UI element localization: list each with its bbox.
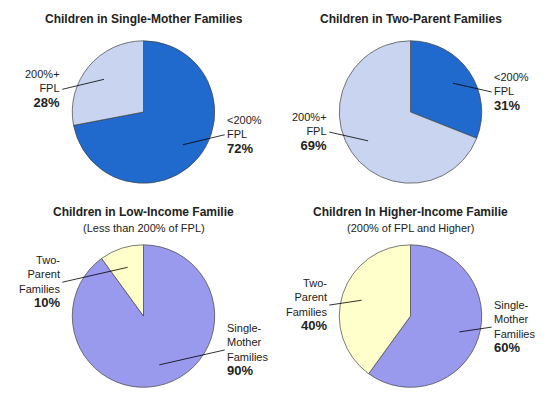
svg-text:Single-MotherFamilies60%: Single-MotherFamilies60% bbox=[494, 299, 535, 355]
svg-text:200%+FPL28%: 200%+FPL28% bbox=[25, 68, 60, 110]
svg-text:Two-ParentFamilies10%: Two-ParentFamilies10% bbox=[19, 254, 60, 310]
svg-text:(Less than 200% of FPL): (Less than 200% of FPL) bbox=[83, 222, 205, 234]
svg-text:<200%FPL72%: <200%FPL72% bbox=[227, 114, 262, 156]
svg-text:Children in Low-Income Familie: Children in Low-Income Familie bbox=[53, 205, 234, 219]
svg-text:Children in Two-Parent Familie: Children in Two-Parent Families bbox=[320, 12, 502, 26]
svg-text:(200% of FPL and Higher): (200% of FPL and Higher) bbox=[347, 222, 474, 234]
svg-text:Single-MotherFamilies90%: Single-MotherFamilies90% bbox=[227, 322, 268, 378]
svg-text:Two-ParentFamilies40%: Two-ParentFamilies40% bbox=[286, 277, 327, 333]
svg-text:<200%FPL31%: <200%FPL31% bbox=[494, 71, 529, 113]
svg-text:Children In Higher-Income Fami: Children In Higher-Income Familie bbox=[313, 205, 508, 219]
svg-text:200%+FPL69%: 200%+FPL69% bbox=[292, 111, 327, 153]
svg-text:Children in Single-Mother Fami: Children in Single-Mother Families bbox=[45, 12, 243, 26]
